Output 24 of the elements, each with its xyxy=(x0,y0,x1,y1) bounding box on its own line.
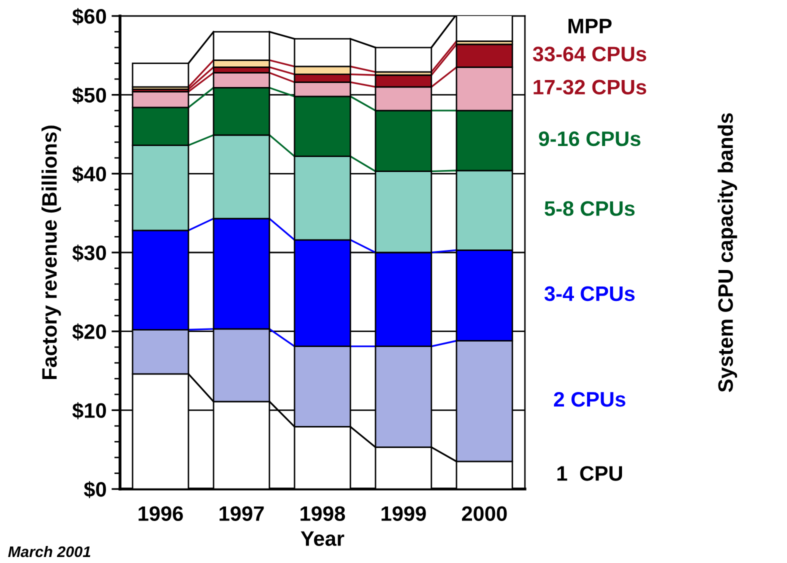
series-label: 17-32 CPUs xyxy=(534,80,646,95)
y-tick-label: $50 xyxy=(72,86,106,104)
y-axis-title: Factory revenue (Billions) xyxy=(42,126,61,380)
y-tick-label: $0 xyxy=(84,481,106,498)
text: MPP xyxy=(568,18,612,34)
series-label: 3-4 CPUs xyxy=(544,286,635,302)
series-label: 5-8 CPUs xyxy=(544,201,635,216)
y-tick-label: $30 xyxy=(72,244,106,262)
x-tick-label: 1997 xyxy=(220,506,264,521)
y-tick-label: $60 xyxy=(72,8,106,26)
x-axis-title: Year xyxy=(300,531,344,546)
text: 1 CPU xyxy=(557,466,622,481)
y-tick-label: $40 xyxy=(72,166,106,183)
series-label: 2 CPUs xyxy=(554,392,626,407)
x-tick-label: 2000 xyxy=(462,506,507,521)
text: March 2001 xyxy=(8,546,90,558)
y-tick-label: $20 xyxy=(72,323,106,340)
x-tick-label: 1996 xyxy=(138,506,183,521)
y-tick-label: $10 xyxy=(72,402,106,420)
x-tick-label: 1998 xyxy=(300,506,346,521)
x-tick-label: 1999 xyxy=(382,506,426,521)
legend-title: System CPU capacity bands xyxy=(718,113,738,392)
series-label: 9-16 CPUs xyxy=(538,131,640,146)
series-label: 33-64 CPUs xyxy=(532,46,646,62)
